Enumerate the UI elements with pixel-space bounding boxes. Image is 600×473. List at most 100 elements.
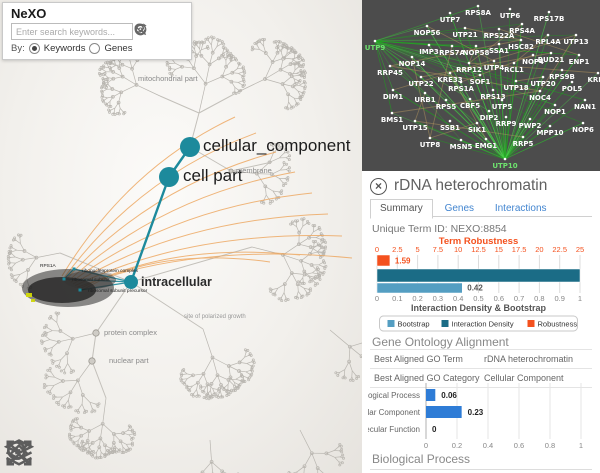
gene-node-label[interactable]: RRP9 (496, 120, 517, 128)
radio-genes[interactable] (89, 43, 101, 54)
gene-node-label[interactable]: BMS1 (381, 116, 403, 124)
gene-node-label[interactable]: RPS1A (448, 85, 474, 93)
gene-node-label[interactable]: UTP9 (365, 44, 386, 52)
chevron-down-icon[interactable] (133, 22, 148, 37)
gene-node-label[interactable]: RPS8A (465, 9, 491, 17)
gene-node-label[interactable]: URB1 (414, 96, 435, 104)
gene-node-label[interactable]: RPS22A (484, 32, 515, 40)
gene-node-label[interactable]: DIM1 (383, 93, 403, 101)
gene-node-label[interactable]: SSB1 (440, 124, 460, 132)
gene-node-label[interactable]: UTP5 (492, 103, 513, 111)
tab-interactions[interactable]: Interactions (494, 203, 547, 214)
gene-node-label[interactable]: SOF1 (470, 78, 491, 86)
term-label-intracellular[interactable]: intracellular (141, 275, 212, 289)
legend-item-bootstrap[interactable]: Bootstrap (387, 320, 430, 329)
gene-node-label[interactable]: RPS13 (480, 93, 505, 101)
gene-node-label[interactable]: UTP15 (402, 124, 427, 132)
gene-node-label[interactable]: KRE33 (437, 76, 462, 84)
go-alignment-table: Best Aligned GO Term rDNA heterochromati… (370, 349, 592, 388)
expand-up-button[interactable] (9, 438, 145, 468)
legend-item-robustness[interactable]: Robustness (527, 320, 578, 329)
legend-item-interaction-density[interactable]: Interaction Density (441, 320, 514, 329)
gene-node-label[interactable]: RPS9B (549, 73, 575, 81)
gene-node-label[interactable]: NOP14 (399, 60, 426, 68)
gene-node-label[interactable]: PWP2 (519, 122, 542, 130)
gene-node-label[interactable]: SSA1 (489, 47, 509, 55)
cluster-term-label[interactable]: ribonucleoprotein complex (82, 268, 139, 274)
gene-node-label[interactable]: RPS5 (436, 103, 457, 111)
term-node-protein-complex[interactable] (92, 329, 100, 337)
gene-node-label[interactable]: NOC4 (529, 94, 551, 102)
gene-node-label[interactable]: NOP1 (544, 108, 566, 116)
term-node-membrane[interactable] (228, 168, 234, 174)
term-label-site-of-polarized-growth[interactable]: site of polarized growth (184, 314, 246, 320)
term-node-intracellular[interactable] (124, 275, 138, 289)
gene-node-label[interactable]: CBF5 (460, 102, 480, 110)
layers-button[interactable] (4, 438, 182, 468)
gene-node-label[interactable]: RRP5 (513, 140, 534, 148)
term-node-nuclear-part[interactable] (88, 357, 96, 365)
help-icon[interactable]: ? (133, 22, 148, 37)
gene-node-label[interactable]: BUD21 (538, 56, 565, 64)
ontology-canvas[interactable]: RPS1A ribonucleoprotein complex ribosomal … (0, 0, 362, 473)
gene-node-label[interactable]: UTP6 (500, 12, 521, 20)
gene-node-label[interactable]: MSN5 (450, 143, 473, 151)
gene-node-label[interactable]: UTP4 (484, 64, 505, 72)
gene-node-label[interactable]: NOP4 (522, 58, 544, 66)
fit-to-screen-button[interactable] (6, 438, 108, 468)
close-icon[interactable]: × (370, 177, 387, 195)
radio-genes-label[interactable]: Genes (104, 43, 133, 54)
term-label-membrane[interactable]: membrane (236, 166, 272, 175)
gene-node-label[interactable]: UTP20 (530, 80, 555, 88)
gene-node-label[interactable]: POL5 (562, 85, 583, 93)
gene-node-label[interactable]: UTP18 (503, 84, 528, 92)
term-label-cell-part[interactable]: cell part (183, 166, 243, 185)
gene-node-label[interactable]: SIK1 (468, 126, 486, 134)
term-label-nuclear-part[interactable]: nuclear part (109, 356, 149, 365)
term-node-cellular-component[interactable] (180, 137, 200, 157)
gene-node-label[interactable]: RPL4A (535, 38, 561, 46)
gene-node-label[interactable]: RRP45 (377, 69, 403, 77)
gene-node-label[interactable]: ENP1 (569, 58, 590, 66)
go-chart-value: 0 (432, 425, 437, 434)
gene-node-label[interactable]: NOP58 (463, 49, 490, 57)
gene-node-label[interactable]: EMG1 (475, 142, 497, 150)
gene-node-label[interactable]: UTP8 (420, 141, 441, 149)
gene-node-label[interactable]: RRP12 (456, 66, 482, 74)
gene-node-label[interactable]: NOP56 (414, 29, 441, 37)
gene-node-label[interactable]: UTP21 (452, 31, 477, 39)
gene-network-panel[interactable]: UTP9 UTP7 RPS8A UTP6 RPS17B NOP56 UTP21 RPS22A R… (362, 0, 600, 171)
go-chart-category: Biological Process (368, 391, 420, 400)
zoom-out-button[interactable] (7, 438, 71, 468)
gene-node-label[interactable]: RPS17B (534, 15, 565, 23)
gene-node-label[interactable]: IMP3 (419, 48, 439, 56)
go-table-row: Best Aligned GO Category Cellular Compon… (370, 368, 592, 388)
term-label-mitochondrial-part[interactable]: mitochondrial part (138, 74, 198, 83)
gene-node-label[interactable]: MPP10 (537, 129, 564, 137)
gene-node-label[interactable]: RPS4A (509, 27, 535, 35)
radio-keywords-label[interactable]: Keywords (43, 43, 86, 54)
gene-node-label[interactable]: RCL1 (504, 66, 524, 74)
gene-node-label[interactable]: UTP7 (440, 16, 461, 24)
gene-node-label[interactable]: RPS7A (439, 49, 465, 57)
gene-node-label[interactable]: UTP22 (408, 80, 433, 88)
gene-node-label[interactable]: KRR1 (587, 76, 600, 84)
gene-node-label[interactable]: NOP6 (572, 126, 594, 134)
gene-node-label[interactable]: UTP10 (492, 162, 517, 170)
gene-node-label[interactable]: HSC82 (508, 43, 534, 51)
cluster-term-label[interactable]: ribosomal subunit precursor (88, 288, 148, 294)
tab-genes[interactable]: Genes (444, 203, 475, 214)
gene-node-label[interactable]: UTP13 (563, 38, 588, 46)
bar-robustness-value: 1.59 (395, 257, 411, 266)
radio-keywords[interactable] (28, 43, 40, 54)
cluster-term-label[interactable]: ribosomal subunit (72, 277, 110, 283)
tab-summary[interactable]: Summary (370, 199, 433, 219)
term-label-protein-complex[interactable]: protein complex (104, 328, 157, 337)
search-input[interactable] (11, 23, 133, 40)
term-label-cellular-component[interactable]: cellular_component (203, 136, 351, 155)
gene-node-label[interactable]: NAN1 (574, 103, 596, 111)
term-node-cell-part[interactable] (159, 167, 179, 187)
cluster-term-label[interactable]: RPS1A (40, 263, 57, 269)
gene-node-label[interactable]: DIP2 (480, 114, 499, 122)
